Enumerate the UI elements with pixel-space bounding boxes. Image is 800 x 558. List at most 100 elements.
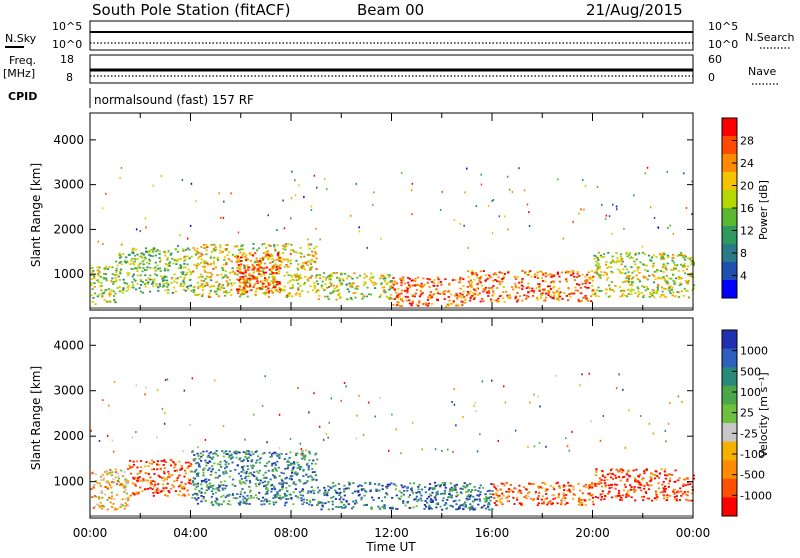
scatter-cell: [229, 503, 232, 506]
scatter-cell: [577, 482, 580, 485]
scatter-cell: [127, 285, 130, 287]
scatter-cell: [119, 506, 122, 508]
scatter-cell: [233, 273, 237, 276]
scatter-cell: [339, 297, 342, 299]
scatter-cell: [544, 296, 548, 299]
scatter-cell: [204, 438, 207, 441]
scatter-cell: [91, 496, 94, 498]
scatter-cell: [245, 254, 248, 256]
scatter-cell: [490, 288, 493, 290]
scatter-cell: [299, 274, 302, 276]
scatter-cell: [119, 176, 121, 179]
scatter-cell: [654, 470, 657, 472]
scatter-cell: [482, 300, 485, 303]
scatter-cell: [280, 261, 283, 264]
scatter-cell: [372, 275, 375, 278]
scatter-cell: [631, 271, 634, 274]
scatter-cell: [261, 285, 264, 288]
scatter-cell: [486, 277, 489, 280]
scatter-cell: [262, 257, 265, 260]
scatter-cell: [643, 253, 646, 256]
scatter-cell: [677, 395, 680, 398]
scatter-cell: [630, 293, 633, 296]
scatter-cell: [300, 252, 303, 255]
scatter-cell: [286, 490, 289, 493]
scatter-cell: [241, 293, 244, 296]
scatter-cell: [687, 279, 690, 282]
scatter-cell: [672, 267, 676, 269]
scatter-cell: [661, 253, 664, 256]
scatter-cell: [256, 470, 259, 473]
scatter-cell: [240, 244, 243, 247]
scatter-cell: [395, 291, 398, 294]
scatter-cell: [155, 250, 158, 253]
scatter-cell: [400, 292, 403, 295]
scatter-cell: [647, 484, 650, 487]
scatter-cell: [452, 450, 454, 453]
scatter-cell: [513, 503, 516, 505]
scatter-cell: [146, 479, 150, 482]
scatter-cell: [97, 272, 100, 275]
scatter-cell: [558, 487, 561, 489]
scatter-cell: [629, 252, 632, 254]
scatter-cell: [163, 472, 166, 475]
scatter-cell: [396, 301, 399, 303]
scatter-cell: [283, 492, 286, 495]
colorbar-tick-label: 28: [740, 135, 754, 148]
scatter-cell: [125, 504, 128, 506]
scatter-cell: [253, 261, 256, 264]
scatter-cell: [117, 475, 120, 478]
scatter-cell: [449, 504, 452, 507]
scatter-cell: [276, 494, 279, 497]
scatter-cell: [529, 401, 531, 404]
scatter-cell: [634, 263, 637, 266]
scatter-cell: [601, 490, 604, 493]
scatter-cell: [350, 284, 353, 287]
scatter-cell: [512, 490, 515, 493]
scatter-cell: [456, 508, 459, 511]
scatter-cell: [491, 200, 493, 202]
scatter-cell: [248, 273, 251, 275]
scatter-cell: [682, 264, 685, 267]
scatter-cell: [660, 293, 663, 296]
scatter-cell: [541, 280, 545, 282]
scatter-cell: [160, 175, 163, 178]
scatter-cell: [269, 478, 272, 481]
scatter-cell: [370, 506, 373, 509]
scatter-cell: [560, 499, 563, 502]
scatter-cell: [252, 254, 255, 257]
scatter-cell: [93, 285, 96, 288]
scatter-cell: [680, 254, 683, 256]
scatter-cell: [152, 279, 155, 282]
scatter-cell: [303, 458, 306, 461]
scatter-cell: [636, 269, 639, 272]
scatter-cell: [241, 488, 244, 490]
scatter-cell: [623, 294, 626, 297]
scatter-cell: [216, 463, 220, 465]
scatter-cell: [638, 280, 642, 283]
scatter-cell: [461, 293, 464, 296]
scatter-cell: [149, 278, 152, 281]
scatter-cell: [498, 280, 501, 283]
scatter-cell: [272, 276, 275, 279]
scatter-cell: [619, 295, 622, 298]
scatter-cell: [211, 468, 214, 471]
scatter-cell: [342, 504, 346, 506]
scatter-cell: [587, 286, 590, 289]
scatter-cell: [480, 183, 483, 186]
scatter-cell: [157, 474, 160, 477]
scatter-cell: [564, 271, 568, 274]
scatter-cell: [307, 260, 310, 262]
scatter-cell: [482, 270, 485, 272]
scatter-cell: [649, 476, 652, 478]
scatter-cell: [578, 212, 580, 215]
scatter-cell: [377, 489, 380, 492]
scatter-cell: [637, 252, 641, 255]
scatter-cell: [537, 502, 540, 505]
scatter-cell: [102, 477, 106, 480]
scatter-cell: [406, 289, 409, 292]
scatter-cell: [137, 263, 140, 266]
scatter-cell: [220, 286, 223, 289]
scatter-cell: [255, 478, 258, 481]
scatter-cell: [239, 260, 242, 262]
